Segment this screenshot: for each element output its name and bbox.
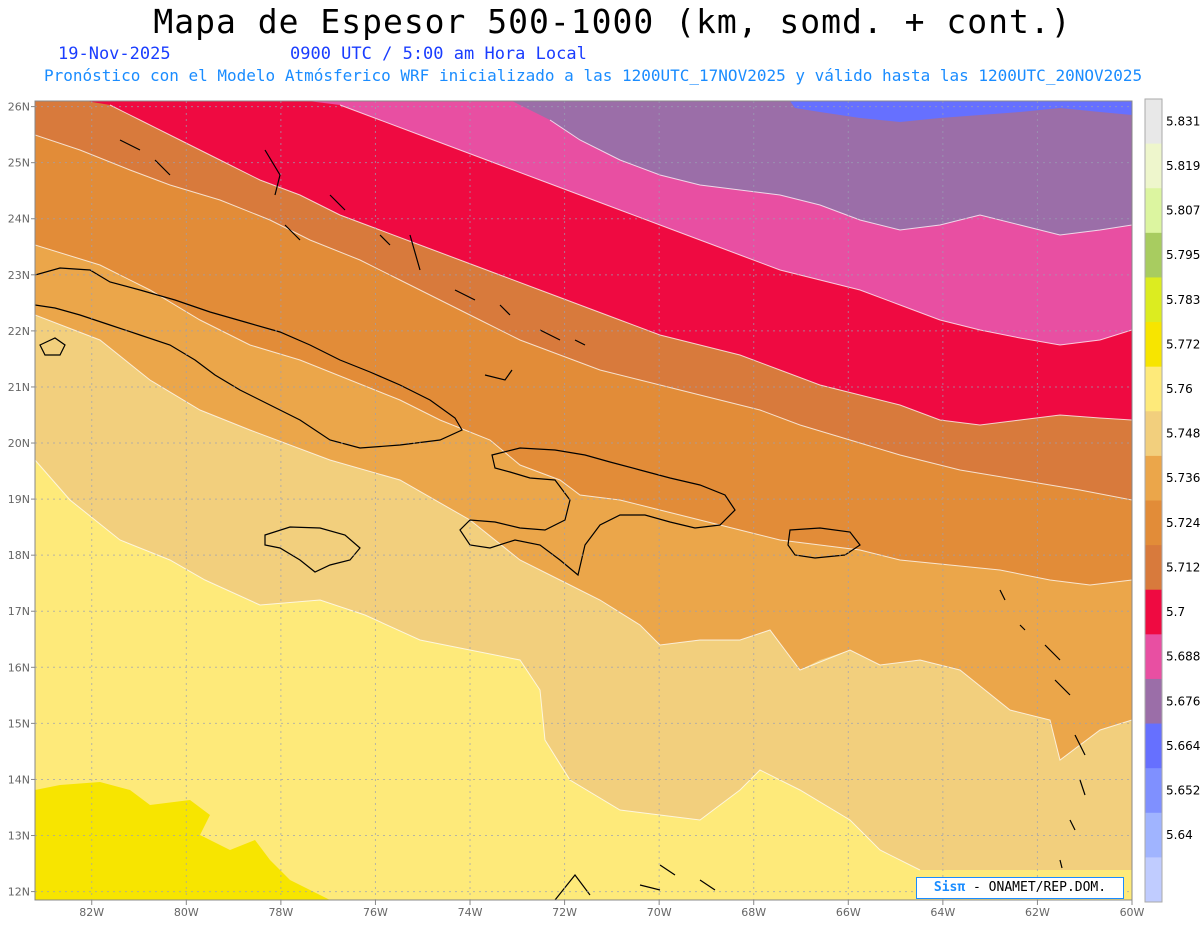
longitude-label: 66W (836, 906, 861, 919)
map-frame (34, 100, 1133, 901)
south-america-coast (554, 864, 716, 900)
colorbar-label: 5.676 (1166, 694, 1200, 708)
colorbar-label: 5.7 (1166, 605, 1185, 619)
credit-text: - ONAMET/REP.DOM. (973, 880, 1107, 895)
colorbar-swatch (1145, 188, 1162, 234)
latitude-label: 14N (8, 773, 30, 786)
colorbar-swatch (1145, 322, 1162, 368)
colorbar-swatch (1145, 634, 1162, 680)
latitude-label: 24N (8, 213, 30, 226)
longitude-label: 82W (79, 906, 104, 919)
colorbar-label: 5.76 (1166, 382, 1193, 396)
colorbar-label: 5.712 (1166, 560, 1200, 574)
colorbar-swatch (1145, 232, 1162, 278)
colorbar-frame (1144, 98, 1163, 903)
latitude-label: 18N (8, 549, 30, 562)
colorbar-swatch (1145, 500, 1162, 546)
longitude-label: 68W (741, 906, 766, 919)
contour-lines (35, 104, 1132, 871)
band-yellow (35, 782, 330, 900)
latitude-label: 13N (8, 830, 30, 843)
cuba-coast (35, 267, 463, 449)
colorbar-swatch (1145, 812, 1162, 858)
colorbar-label: 5.64 (1166, 828, 1193, 842)
latitude-label: 17N (8, 605, 30, 618)
colorbar-label: 5.807 (1166, 204, 1200, 218)
longitude-label: 72W (552, 906, 577, 919)
colorbar-label: 5.783 (1166, 293, 1200, 307)
lesser-antilles-coast (999, 589, 1086, 869)
longitude-label: 60W (1120, 906, 1145, 919)
longitude-label: 64W (930, 906, 955, 919)
colorbar-label: 5.795 (1166, 248, 1200, 262)
longitude-label: 62W (1025, 906, 1050, 919)
colorbar: 5.831 5.819 5.807 5.795 5.783 5.772 5.76 5.748 5… (1144, 98, 1200, 903)
model-description: Pronóstico con el Modelo Atmósferico WRF… (44, 66, 1143, 85)
colorbar-label: 5.724 (1166, 516, 1200, 530)
band-purple (512, 101, 1132, 235)
colorbar-label: 5.819 (1166, 159, 1200, 173)
colorbar-label: 5.748 (1166, 427, 1200, 441)
colorbar-label: 5.736 (1166, 471, 1200, 485)
coastlines (35, 139, 1086, 900)
latitude-label: 19N (8, 493, 30, 506)
longitude-labels: 82W 80W 78W 76W 74W 72W 70W 68W 66W 64W 62W 60W (79, 900, 1145, 919)
sispi-logo: Sisπ (933, 880, 966, 895)
colorbar-swatch (1145, 857, 1162, 903)
colorbar-label: 5.831 (1166, 114, 1200, 128)
longitude-label: 70W (647, 906, 672, 919)
latitude-label: 23N (8, 269, 30, 282)
colorbar-swatch (1145, 589, 1162, 635)
longitude-label: 74W (458, 906, 483, 919)
latitude-label: 25N (8, 157, 30, 170)
colorbar-label: 5.772 (1166, 337, 1200, 351)
latitude-label: 26N (8, 101, 30, 114)
latitude-label: 20N (8, 437, 30, 450)
latitude-label: 21N (8, 381, 30, 394)
latitude-label: 12N (8, 886, 30, 899)
hispaniola-coast (459, 447, 736, 577)
jamaica-coast (264, 526, 361, 573)
colorbar-label: 5.652 (1166, 783, 1200, 797)
forecast-time: 0900 UTC / 5:00 am Hora Local (290, 44, 587, 64)
band-light-yellow (35, 460, 1132, 900)
longitude-label: 80W (174, 906, 199, 919)
colorbar-swatch (1145, 99, 1162, 145)
credit-box: Sisπ - ONAMET/REP.DOM. (916, 877, 1124, 899)
colorbar-swatch (1145, 768, 1162, 814)
colorbar-swatch (1145, 455, 1162, 501)
colorbar-swatch (1145, 366, 1162, 412)
colorbar-label: 5.664 (1166, 739, 1200, 753)
colorbar-label: 5.688 (1166, 650, 1200, 664)
colorbar-swatch (1145, 143, 1162, 189)
map-title: Mapa de Espesor 500-1000 (km, somd. + co… (153, 2, 1072, 41)
isla-juventud-coast (39, 337, 66, 356)
colorbar-swatch (1145, 277, 1162, 323)
longitude-label: 78W (268, 906, 293, 919)
latitude-label: 15N (8, 717, 30, 730)
latitude-label: 16N (8, 661, 30, 674)
longitude-label: 76W (363, 906, 388, 919)
latitude-labels: 26N 25N 24N 23N 22N 21N 20N 19N 18N 17N 16N 15N 14N 1… (8, 101, 35, 899)
forecast-date: 19-Nov-2025 (58, 44, 171, 64)
colorbar-swatch (1145, 545, 1162, 591)
contour-fill-layer (35, 101, 1132, 900)
colorbar-swatch (1145, 411, 1162, 457)
colorbar-swatch (1145, 678, 1162, 725)
colorbar-swatch (1145, 723, 1162, 769)
latitude-label: 22N (8, 325, 30, 338)
bahamas-coast (119, 139, 586, 381)
